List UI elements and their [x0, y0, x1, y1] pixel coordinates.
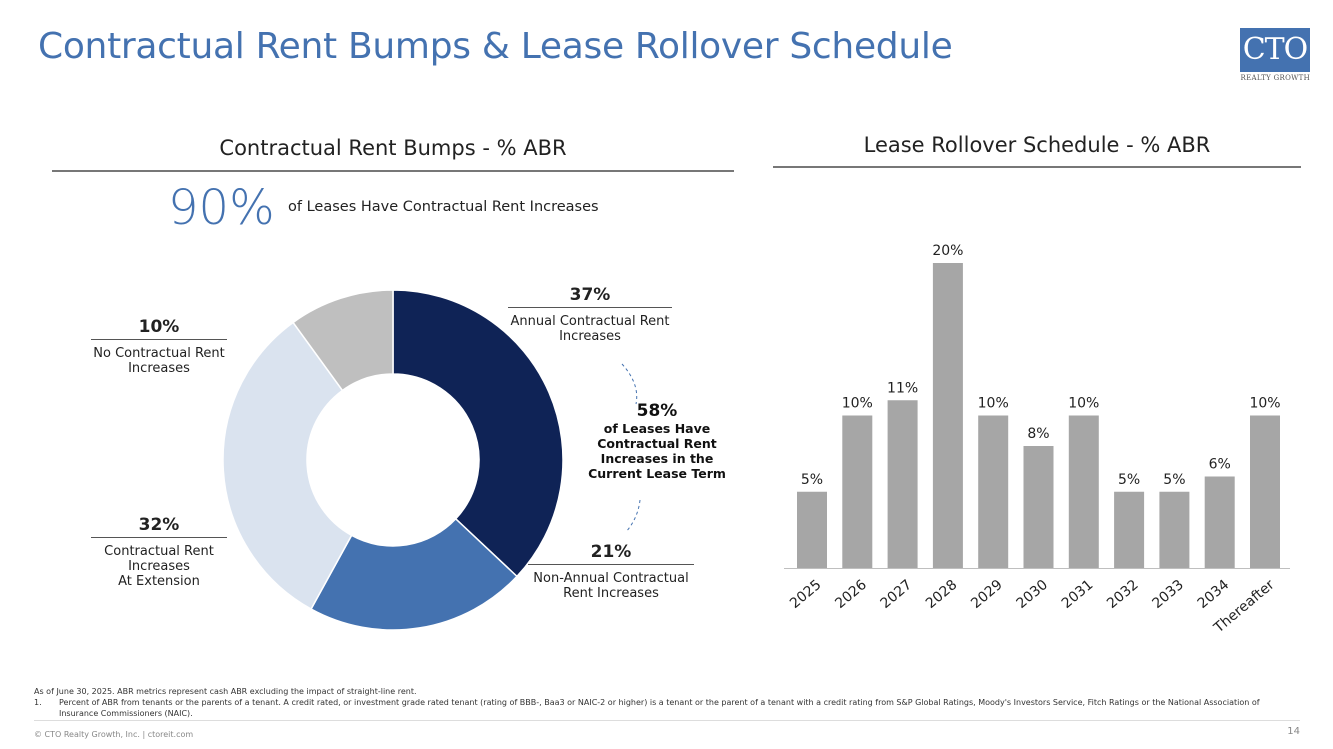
bar-2029	[978, 415, 1009, 568]
current-term-note: 58% of Leases Have Contractual Rent Incr…	[586, 401, 728, 482]
current-term-pct: 58%	[636, 401, 678, 421]
x-tick-2034: 2034	[1195, 577, 1233, 612]
label-none-pct: 10%	[138, 317, 180, 337]
current-term-text: of Leases Have Contractual Rent Increase…	[588, 421, 726, 481]
rent-bumps-donut-chart	[223, 290, 563, 630]
bar-2034	[1204, 476, 1235, 568]
label-none-text: No Contractual Rent Increases	[93, 346, 225, 376]
label-none-line	[91, 339, 227, 340]
rollover-heading: Lease Rollover Schedule - % ABR	[863, 133, 1211, 157]
footer-divider	[34, 720, 1300, 721]
bar-thereafter	[1250, 415, 1280, 568]
label-extension-text-1: Contractual Rent	[104, 544, 214, 559]
donut-slice-2	[310, 517, 518, 630]
page-number: 14	[1287, 726, 1300, 737]
x-tick-2031: 2031	[1059, 577, 1097, 612]
label-non-annual-text: Non-Annual Contractual Rent Increases	[533, 571, 689, 601]
x-tick-2033: 2033	[1149, 577, 1187, 612]
bar-2031	[1068, 415, 1099, 568]
x-tick-2030: 2030	[1013, 577, 1051, 612]
bar-label-2025: 5%	[801, 472, 823, 488]
rent-bumps-heading: Contractual Rent Bumps - % ABR	[219, 136, 567, 160]
donut-slice-4	[292, 290, 394, 392]
connector-lines	[621, 363, 641, 533]
footnotes: As of June 30, 2025. ABR metrics represe…	[34, 686, 1294, 719]
label-non-annual-line	[528, 564, 694, 565]
rollover-rule	[773, 166, 1301, 168]
bar-label-2029: 10%	[978, 396, 1009, 412]
lease-rollover-bar-chart: 5% 2025 10% 2026 11% 2027 20% 2028 10% 2029 8% 2030…	[784, 243, 1290, 637]
footnote-1-text: Percent of ABR from tenants or the paren…	[59, 698, 1260, 718]
logo-subtitle: REALTY GROWTH	[1240, 74, 1310, 82]
company-logo: CTO REALTY GROWTH	[1240, 28, 1310, 88]
label-none: 10% No Contractual Rent Increases	[91, 317, 227, 376]
label-annual-line	[508, 307, 672, 308]
label-annual-pct: 37%	[569, 285, 611, 305]
label-annual: 37% Annual Contractual Rent Increases	[508, 285, 672, 344]
bar-label-2030: 8%	[1027, 426, 1049, 442]
connector-top	[621, 363, 638, 405]
logo-mark: CTO	[1240, 28, 1310, 72]
bar-label-2031: 10%	[1068, 396, 1099, 412]
bar-label-thereafter: 10%	[1249, 396, 1280, 412]
x-tick-2025: 2025	[787, 577, 825, 612]
label-non-annual: 21% Non-Annual Contractual Rent Increase…	[528, 542, 694, 601]
bar-label-2034: 6%	[1209, 457, 1231, 473]
bar-2030	[1023, 446, 1054, 568]
footnote-intro: As of June 30, 2025. ABR metrics represe…	[34, 687, 417, 696]
rent-bumps-rule	[52, 170, 734, 172]
headline-percent: 90%	[168, 180, 275, 236]
label-extension-pct: 32%	[138, 515, 180, 535]
bar-2033	[1159, 491, 1190, 568]
bar-label-2026: 10%	[842, 396, 873, 412]
x-tick-2032: 2032	[1104, 577, 1142, 612]
footnote-1: 1. Percent of ABR from tenants or the pa…	[34, 697, 1294, 719]
x-tick-2029: 2029	[968, 577, 1006, 612]
bar-2032	[1114, 491, 1145, 568]
x-tick-2027: 2027	[878, 577, 916, 612]
label-annual-text: Annual Contractual Rent Increases	[510, 314, 670, 344]
x-tick-2028: 2028	[923, 577, 961, 612]
x-tick-2026: 2026	[832, 577, 870, 612]
bar-label-2032: 5%	[1118, 472, 1140, 488]
bar-label-2027: 11%	[887, 380, 918, 396]
connector-bottom	[625, 499, 641, 533]
headline-text: of Leases Have Contractual Rent Increase…	[288, 199, 599, 215]
label-extension-line	[91, 537, 227, 538]
bar-2025	[797, 491, 827, 568]
bar-label-2028: 20%	[932, 243, 963, 259]
bar-2026	[842, 415, 873, 568]
footer-copyright: © CTO Realty Growth, Inc. | ctoreit.com	[34, 730, 194, 739]
donut-slice-3	[223, 321, 353, 610]
label-extension: 32% Contractual Rent Increases At Extens…	[91, 515, 227, 589]
bar-2028	[932, 263, 963, 568]
label-extension-text-3: At Extension	[118, 574, 200, 589]
label-extension-text-2: Increases	[128, 559, 190, 574]
footnote-1-number: 1.	[34, 698, 42, 707]
page-title: Contractual Rent Bumps & Lease Rollover …	[38, 26, 953, 67]
donut-slice-1	[392, 290, 563, 578]
bar-label-2033: 5%	[1163, 472, 1185, 488]
label-non-annual-pct: 21%	[590, 542, 632, 562]
bar-2027	[887, 400, 918, 568]
